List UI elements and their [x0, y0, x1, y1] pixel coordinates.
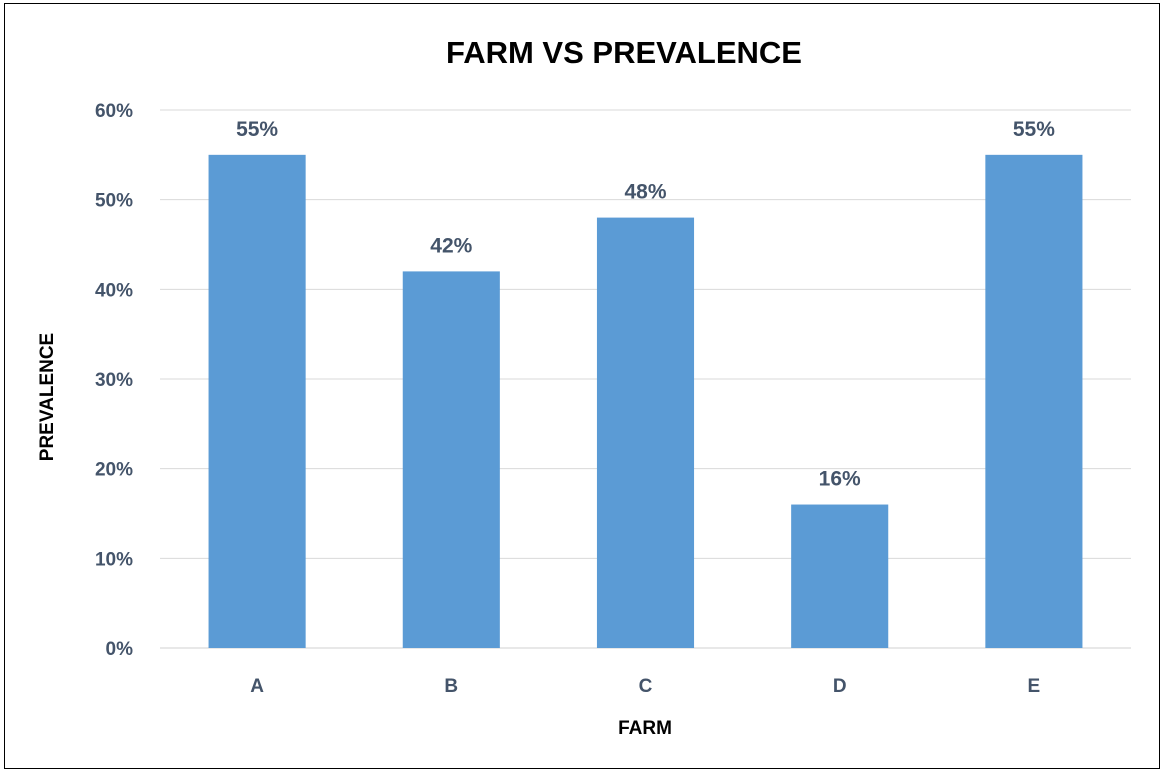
bar-d: [791, 504, 889, 648]
y-tick-label: 0%: [106, 639, 134, 660]
x-tick-label-a: A: [250, 676, 264, 697]
y-axis-title: PREVALENCE: [37, 333, 58, 461]
x-tick-label-e: E: [1028, 676, 1041, 697]
data-label-d: 16%: [819, 468, 861, 491]
data-label-c: 48%: [624, 181, 666, 204]
y-tick-label: 60%: [95, 101, 133, 122]
x-axis-title: FARM: [618, 718, 672, 739]
data-label-b: 42%: [430, 234, 472, 257]
y-tick-label: 30%: [95, 370, 133, 391]
x-tick-label-c: C: [639, 676, 653, 697]
x-axis-ticks: A B C D E: [250, 676, 1040, 697]
y-axis-ticks: 0% 10% 20% 30% 40% 50% 60%: [95, 101, 133, 660]
bar-b: [402, 271, 500, 648]
bar-e: [985, 154, 1083, 649]
y-tick-label: 40%: [95, 280, 133, 301]
y-tick-label: 20%: [95, 460, 133, 481]
y-tick-label: 10%: [95, 549, 133, 570]
data-label-a: 55%: [236, 118, 278, 141]
chart-frame: [4, 3, 1160, 769]
data-label-e: 55%: [1013, 118, 1055, 141]
data-labels: 55% 42% 48% 16% 55%: [236, 118, 1055, 491]
bar-a: [208, 154, 306, 649]
y-tick-label: 50%: [95, 191, 133, 212]
chart-title: FARM VS PREVALENCE: [446, 35, 802, 70]
bar-c: [596, 217, 695, 648]
x-tick-label-d: D: [833, 676, 847, 697]
bars: [208, 154, 1083, 649]
x-tick-label-b: B: [444, 676, 458, 697]
